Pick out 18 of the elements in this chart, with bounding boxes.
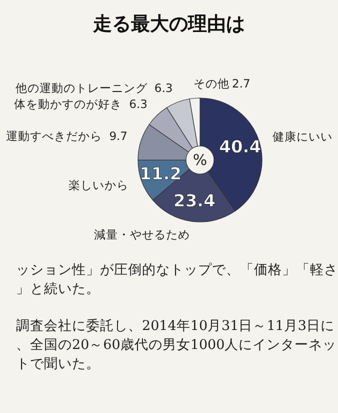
slice-label: 減量・やせるため bbox=[94, 227, 190, 242]
chart-title: 走る最大の理由は bbox=[92, 13, 245, 35]
text: ッション性」が圧倒的なトップで、「価格」「軽さ」と続いた。 bbox=[16, 262, 338, 297]
data-label: 9.7 bbox=[109, 129, 128, 144]
data-label: 23.4 bbox=[174, 192, 216, 212]
slice-label: その他 bbox=[194, 76, 230, 90]
data-label: 6.3 bbox=[129, 97, 148, 112]
slice-label: 楽しいから bbox=[68, 178, 129, 192]
data-label: 40.4 bbox=[219, 138, 262, 158]
data-label: 11.2 bbox=[140, 164, 182, 184]
slice-label: 体を動かすのが好き bbox=[14, 97, 122, 112]
data-label: 6.3 bbox=[154, 81, 173, 96]
text: % bbox=[192, 151, 208, 169]
data-label: 2.7 bbox=[232, 76, 250, 90]
slice-label: 運動すべきだから bbox=[6, 129, 102, 144]
slice-label: 他の運動のトレーニング bbox=[15, 81, 148, 96]
text: 調査会社に委託し、2014年10月31日～11月3日に、全国の20～60歳代の男女1000人にインターネットで聞いた。 bbox=[16, 318, 337, 372]
slice-label: 健康にいい bbox=[272, 129, 333, 144]
